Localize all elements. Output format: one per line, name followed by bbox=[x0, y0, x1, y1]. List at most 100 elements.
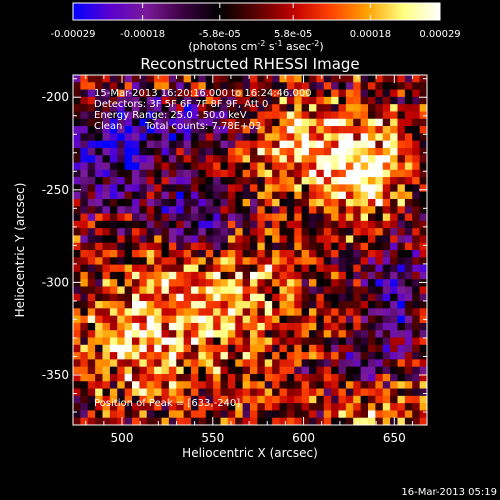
heatmap-cell bbox=[73, 242, 81, 251]
heatmap-cell bbox=[286, 250, 295, 258]
heatmap-cell bbox=[87, 75, 96, 83]
heatmap-cell bbox=[412, 359, 421, 368]
heatmap-cell bbox=[397, 162, 406, 171]
heatmap-cell bbox=[235, 301, 244, 309]
heatmap-cell bbox=[168, 257, 177, 265]
heatmap-cell bbox=[375, 395, 384, 404]
heatmap-cell bbox=[73, 373, 81, 382]
heatmap-cell bbox=[198, 118, 207, 127]
heatmap-cell bbox=[176, 162, 185, 171]
heatmap-cell bbox=[220, 410, 229, 419]
heatmap-cell bbox=[117, 322, 126, 331]
heatmap-cell bbox=[102, 155, 111, 163]
heatmap-cell bbox=[331, 359, 339, 368]
heatmap-cell bbox=[286, 264, 295, 273]
heatmap-cell bbox=[235, 315, 244, 324]
heatmap-cell bbox=[73, 220, 81, 229]
heatmap-cell bbox=[390, 177, 398, 185]
heatmap-cell bbox=[95, 220, 103, 229]
heatmap-cell bbox=[146, 257, 155, 265]
heatmap-cell bbox=[124, 206, 133, 214]
heatmap-cell bbox=[139, 403, 148, 411]
heatmap-cell bbox=[279, 147, 288, 156]
heatmap-cell bbox=[368, 322, 376, 331]
heatmap-cell bbox=[419, 162, 427, 171]
heatmap-cell bbox=[154, 410, 162, 419]
heatmap-cell bbox=[235, 82, 244, 90]
heatmap-cell bbox=[205, 388, 214, 397]
heatmap-cell bbox=[102, 293, 111, 302]
heatmap-cell bbox=[95, 293, 103, 302]
heatmap-cell bbox=[87, 308, 96, 317]
heatmap-cell bbox=[87, 257, 96, 265]
heatmap-cell bbox=[109, 118, 118, 127]
heatmap-cell bbox=[102, 184, 111, 193]
heatmap-cell bbox=[220, 133, 229, 142]
heatmap-cell bbox=[294, 220, 303, 229]
heatmap-cell bbox=[191, 126, 199, 134]
heatmap-cell bbox=[220, 257, 229, 265]
heatmap-cell bbox=[360, 308, 369, 317]
heatmap-cell bbox=[264, 82, 273, 90]
heatmap-cell bbox=[382, 162, 391, 171]
heatmap-cell bbox=[353, 366, 362, 375]
heatmap-cell bbox=[220, 206, 229, 214]
heatmap-cell bbox=[375, 220, 384, 229]
heatmap-cell bbox=[338, 177, 347, 185]
heatmap-cell bbox=[161, 293, 170, 302]
heatmap-cell bbox=[87, 271, 96, 280]
heatmap-cell bbox=[146, 322, 155, 331]
heatmap-cell bbox=[183, 213, 192, 222]
heatmap-cell bbox=[301, 111, 310, 120]
heatmap-cell bbox=[382, 410, 391, 419]
heatmap-cell bbox=[183, 417, 192, 425]
heatmap-cell bbox=[257, 235, 266, 244]
heatmap-cell bbox=[272, 213, 280, 222]
heatmap-cell bbox=[213, 220, 221, 229]
heatmap-cell bbox=[404, 293, 413, 302]
heatmap-cell bbox=[80, 118, 89, 127]
heatmap-cell bbox=[168, 133, 177, 142]
heatmap-cell bbox=[139, 417, 148, 425]
heatmap-cell bbox=[264, 417, 273, 425]
heatmap-cell bbox=[419, 279, 427, 287]
heatmap-cell bbox=[242, 359, 251, 368]
heatmap-cell bbox=[279, 301, 288, 309]
heatmap-cell bbox=[124, 118, 133, 127]
heatmap-cell bbox=[279, 381, 288, 389]
heatmap-cell bbox=[242, 403, 251, 411]
heatmap-cell bbox=[220, 147, 229, 156]
heatmap-cell bbox=[368, 118, 376, 127]
heatmap-cell bbox=[95, 191, 103, 200]
heatmap-cell bbox=[301, 286, 310, 295]
heatmap-cell bbox=[213, 177, 221, 185]
heatmap-cell bbox=[205, 213, 214, 222]
heatmap-cell bbox=[205, 403, 214, 411]
heatmap-cell bbox=[87, 286, 96, 295]
heatmap-cell bbox=[375, 359, 384, 368]
heatmap-cell bbox=[161, 344, 170, 353]
heatmap-cell bbox=[73, 228, 81, 236]
heatmap-cell bbox=[198, 184, 207, 193]
heatmap-cell bbox=[139, 169, 148, 178]
heatmap-cell bbox=[419, 206, 427, 214]
heatmap-cell bbox=[95, 410, 103, 419]
heatmap-cell bbox=[323, 104, 332, 112]
heatmap-cell bbox=[331, 373, 339, 382]
heatmap-cell bbox=[338, 82, 347, 90]
heatmap-cell bbox=[323, 395, 332, 404]
heatmap-cell bbox=[109, 147, 118, 156]
heatmap-cell bbox=[419, 133, 427, 142]
heatmap-cell bbox=[73, 213, 81, 222]
heatmap-cell bbox=[205, 191, 214, 200]
heatmap-cell bbox=[242, 373, 251, 382]
heatmap-cell bbox=[191, 315, 199, 324]
heatmap-cell bbox=[235, 206, 244, 214]
heatmap-cell bbox=[109, 286, 118, 295]
heatmap-cell bbox=[198, 191, 207, 200]
heatmap-cell bbox=[80, 228, 89, 236]
heatmap-cell bbox=[397, 271, 406, 280]
heatmap-cell bbox=[309, 264, 317, 273]
heatmap-cell bbox=[124, 337, 133, 346]
heatmap-cell bbox=[250, 381, 258, 389]
